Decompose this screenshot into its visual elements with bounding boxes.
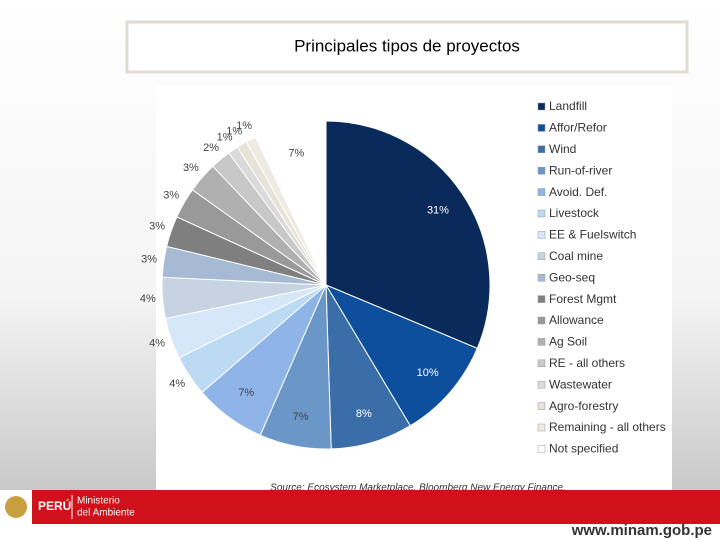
legend-swatch <box>537 102 546 111</box>
legend-label: Allowance <box>549 313 604 327</box>
data-label: 10% <box>417 367 439 379</box>
chart-title: Principales tipos de proyectos <box>294 36 520 55</box>
legend-swatch <box>537 252 546 261</box>
legend-label: Agro-forestry <box>549 399 618 413</box>
legend-swatch <box>537 273 546 282</box>
legend-swatch <box>537 402 546 410</box>
legend-label: Forest Mgmt <box>549 292 617 306</box>
legend-label: Ag Soil <box>549 335 587 349</box>
data-label: 1% <box>236 120 252 132</box>
legend-label: Landfill <box>549 99 587 113</box>
data-label: 2% <box>203 142 219 154</box>
legend-label: Avoid. Def. <box>549 185 607 199</box>
data-label: 3% <box>149 220 165 232</box>
data-label: 31% <box>427 204 449 216</box>
title-box <box>125 20 689 74</box>
data-label: 1% <box>226 126 242 138</box>
footer-ministry: del Ambiente <box>77 508 135 519</box>
data-label: 4% <box>169 378 185 390</box>
data-label: 8% <box>356 408 372 420</box>
data-label: 7% <box>293 411 309 423</box>
legend-label: Wastewater <box>549 377 612 391</box>
legend-label: Coal mine <box>549 249 603 263</box>
legend-swatch <box>537 380 546 389</box>
legend-swatch <box>537 209 546 218</box>
pie-slice <box>254 120 327 286</box>
footer-band <box>0 490 720 524</box>
data-label: 7% <box>288 148 304 160</box>
pie: 31%10%8%7%7%4%4%4%3%3%3%3%2%1%1%1%7% <box>140 120 491 450</box>
legend-label: Affor/Refor <box>549 121 607 135</box>
legend-label: Livestock <box>549 206 600 220</box>
legend-swatch <box>537 423 546 432</box>
legend-swatch <box>537 166 546 175</box>
legend-swatch <box>537 295 546 303</box>
legend-swatch <box>537 316 546 325</box>
footer-country: PERÚ <box>38 498 71 513</box>
legend-label: Remaining - all others <box>549 420 666 434</box>
legend-label: Not specified <box>549 442 618 456</box>
legend-label: RE - all others <box>549 356 625 370</box>
legend-swatch <box>537 445 546 453</box>
pie-slice <box>325 120 491 350</box>
legend-swatch <box>537 145 546 154</box>
footer-url: www.minam.gob.pe <box>571 522 712 539</box>
footer-ministry: Ministerio <box>77 496 120 507</box>
source-note: Source: Ecosystem Marketplace, Bloomberg… <box>270 483 566 494</box>
data-label: 7% <box>238 387 254 399</box>
logo <box>5 496 27 518</box>
legend-swatch <box>537 231 546 239</box>
legend-label: Run-of-river <box>549 163 612 177</box>
legend-swatch <box>537 359 546 368</box>
data-label: 4% <box>149 337 165 349</box>
pie-slice <box>324 283 478 427</box>
legend-swatch <box>537 188 546 196</box>
legend-swatch <box>537 124 546 132</box>
data-label: 4% <box>140 293 156 305</box>
data-label: 3% <box>183 162 199 174</box>
data-label: 1% <box>217 132 233 144</box>
legend-label: Wind <box>549 142 576 156</box>
legend-label: Geo-seq <box>549 270 595 284</box>
legend: Landfill Affor/Refor Wind Run-of-river Avoid… <box>537 99 666 456</box>
legend-label: EE & Fuelswitch <box>549 228 636 242</box>
data-label: 3% <box>141 253 157 265</box>
legend-swatch <box>537 338 546 346</box>
data-label: 3% <box>163 190 179 202</box>
